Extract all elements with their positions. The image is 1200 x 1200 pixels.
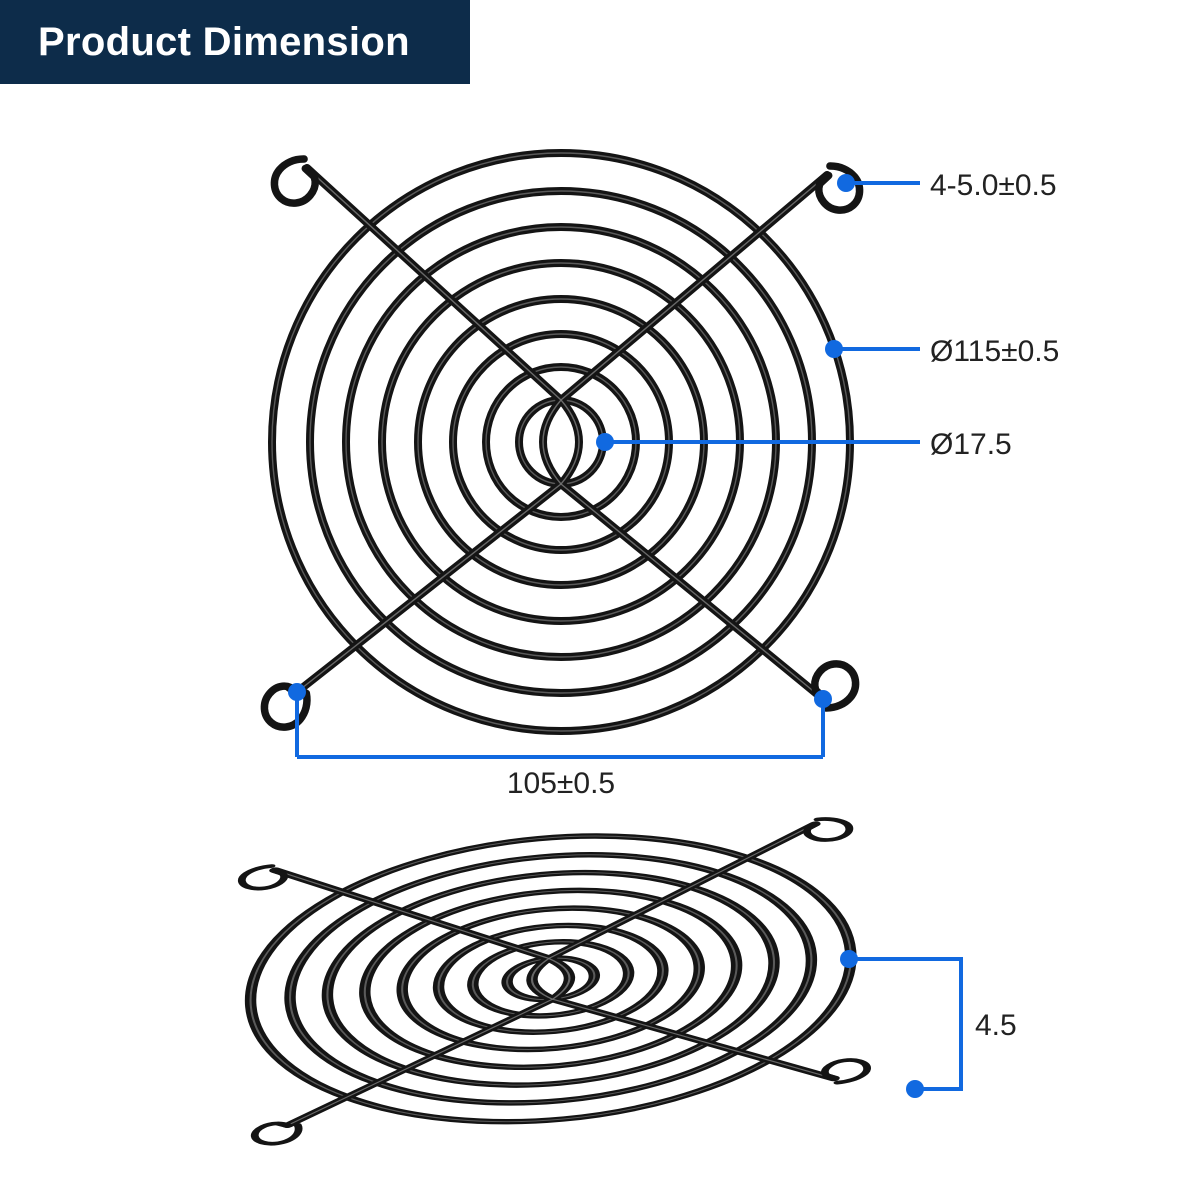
svg-text:4.5: 4.5 — [975, 1009, 1017, 1042]
svg-text:4-5.0±0.5: 4-5.0±0.5 — [930, 169, 1057, 202]
svg-text:Ø115±0.5: Ø115±0.5 — [930, 335, 1059, 368]
svg-text:Ø17.5: Ø17.5 — [930, 428, 1012, 461]
svg-text:105±0.5: 105±0.5 — [507, 767, 615, 800]
